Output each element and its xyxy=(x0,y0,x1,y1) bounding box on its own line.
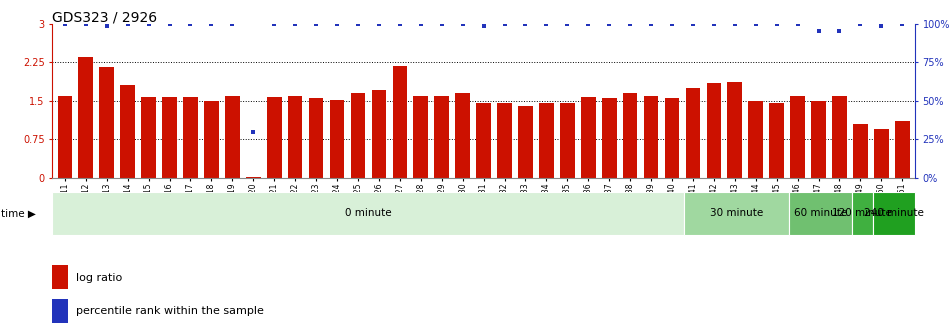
Bar xyxy=(539,103,553,178)
Bar xyxy=(686,88,700,178)
Point xyxy=(455,21,470,26)
Point xyxy=(329,21,344,26)
Point xyxy=(99,24,114,29)
Point xyxy=(581,21,596,26)
Point xyxy=(392,21,407,26)
Bar xyxy=(372,90,386,178)
Point xyxy=(287,21,302,26)
Bar xyxy=(602,98,616,178)
Point xyxy=(707,21,722,26)
Bar xyxy=(852,192,873,235)
Point xyxy=(728,21,743,26)
Text: 0 minute: 0 minute xyxy=(344,208,391,218)
Point xyxy=(539,21,554,26)
Bar xyxy=(790,96,805,178)
Text: percentile rank within the sample: percentile rank within the sample xyxy=(76,306,264,316)
Point xyxy=(748,21,764,26)
Bar xyxy=(873,192,915,235)
Point xyxy=(308,21,323,26)
Bar xyxy=(309,98,323,178)
Point xyxy=(434,21,449,26)
Text: time ▶: time ▶ xyxy=(1,208,36,218)
Point xyxy=(350,21,365,26)
Point xyxy=(665,21,680,26)
Point xyxy=(874,24,889,29)
Bar xyxy=(581,97,595,178)
Point xyxy=(120,21,135,26)
Bar xyxy=(874,129,888,178)
Bar xyxy=(811,101,825,178)
Point xyxy=(686,21,701,26)
Bar xyxy=(225,96,240,178)
Point xyxy=(371,21,386,26)
Point xyxy=(183,21,198,26)
Point xyxy=(769,21,785,26)
Bar xyxy=(121,85,135,178)
Bar xyxy=(52,299,68,323)
Bar xyxy=(330,100,344,178)
Point xyxy=(204,21,219,26)
Bar xyxy=(853,124,867,178)
Bar xyxy=(476,103,491,178)
Point xyxy=(790,21,805,26)
Bar xyxy=(393,66,407,178)
Point xyxy=(623,21,638,26)
Bar xyxy=(518,106,533,178)
Bar xyxy=(456,93,470,178)
Bar xyxy=(644,96,658,178)
Bar xyxy=(435,96,449,178)
Bar xyxy=(267,97,281,178)
Point xyxy=(57,21,72,26)
Text: 240 minute: 240 minute xyxy=(864,208,923,218)
Bar xyxy=(52,192,684,235)
Bar xyxy=(623,93,637,178)
Bar xyxy=(58,96,72,178)
Bar xyxy=(288,96,302,178)
Bar xyxy=(748,101,763,178)
Text: 30 minute: 30 minute xyxy=(709,208,763,218)
Bar xyxy=(79,57,93,178)
Bar xyxy=(52,265,68,289)
Bar xyxy=(351,93,365,178)
Point xyxy=(853,21,868,26)
Bar xyxy=(728,82,742,178)
Bar xyxy=(665,98,679,178)
Bar xyxy=(560,103,574,178)
Bar xyxy=(832,96,846,178)
Bar xyxy=(497,103,512,178)
Point xyxy=(560,21,575,26)
Bar xyxy=(100,67,114,178)
Point xyxy=(602,21,617,26)
Text: 60 minute: 60 minute xyxy=(794,208,847,218)
Bar xyxy=(414,96,428,178)
Point xyxy=(141,21,156,26)
Bar xyxy=(163,97,177,178)
Point xyxy=(78,21,93,26)
Point xyxy=(413,21,428,26)
Point xyxy=(497,21,513,26)
Point xyxy=(245,129,261,134)
Point xyxy=(162,21,177,26)
Text: 120 minute: 120 minute xyxy=(832,208,892,218)
Text: log ratio: log ratio xyxy=(76,272,123,283)
Point xyxy=(832,29,847,34)
Text: GDS323 / 2926: GDS323 / 2926 xyxy=(52,10,158,24)
Bar xyxy=(707,83,721,178)
Point xyxy=(895,21,910,26)
Bar xyxy=(895,121,909,178)
Bar xyxy=(204,101,219,178)
Point xyxy=(518,21,534,26)
Point xyxy=(224,21,240,26)
Point xyxy=(811,29,826,34)
Bar xyxy=(142,97,156,178)
Bar xyxy=(789,192,852,235)
Point xyxy=(644,21,659,26)
Bar xyxy=(769,103,784,178)
Point xyxy=(476,24,492,29)
Point xyxy=(266,21,281,26)
Bar xyxy=(684,192,789,235)
Bar xyxy=(246,177,261,178)
Bar xyxy=(184,97,198,178)
